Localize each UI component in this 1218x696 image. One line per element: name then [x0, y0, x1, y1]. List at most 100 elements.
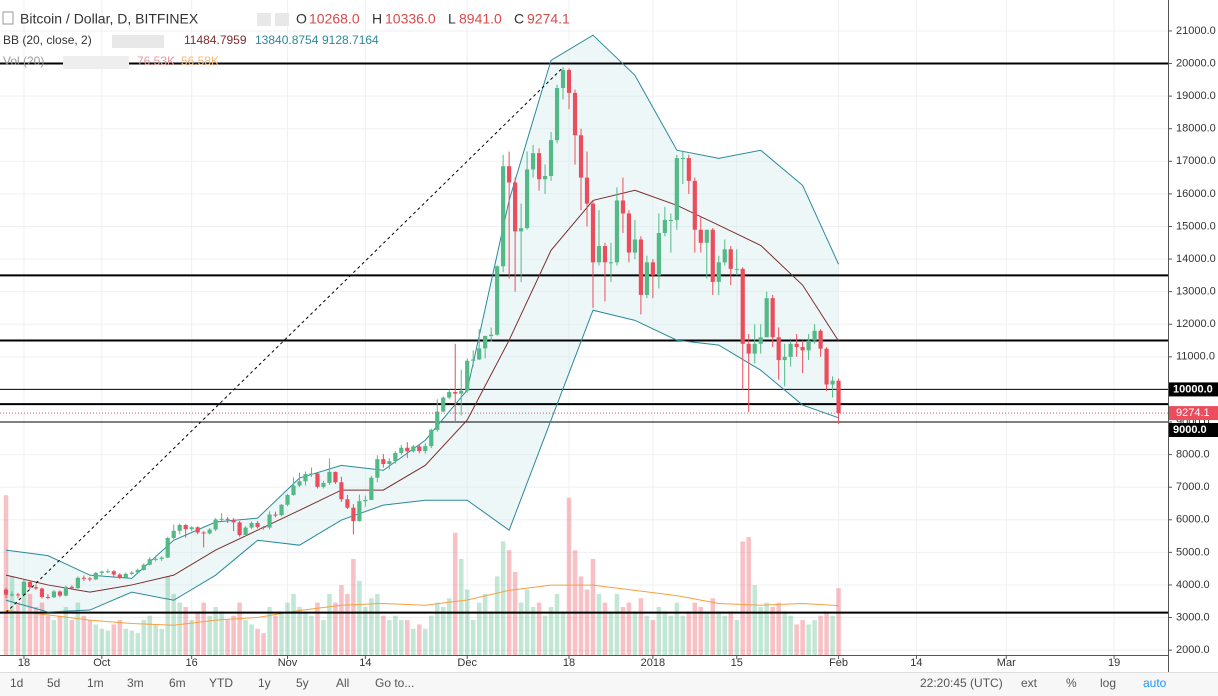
- volume-bar: [752, 585, 757, 655]
- range-button[interactable]: All: [336, 676, 349, 690]
- volume-bar: [536, 602, 542, 655]
- range-button[interactable]: 5d: [47, 676, 60, 690]
- volume-bar: [9, 576, 15, 655]
- y-tick-label: 8000.0: [1176, 448, 1210, 460]
- x-tick-label: 18: [18, 657, 30, 669]
- y-tick-label: 15000.0: [1176, 220, 1216, 232]
- option-button[interactable]: %: [1066, 676, 1077, 690]
- range-button[interactable]: 1m: [87, 676, 104, 690]
- ohlc-letter: O: [296, 11, 307, 27]
- volume-bar: [135, 633, 141, 655]
- candle-body: [614, 200, 620, 263]
- candle-body: [15, 594, 21, 596]
- ohlc-value: 8941.0: [459, 11, 502, 27]
- candle-body: [351, 507, 356, 522]
- volume-bar: [818, 615, 823, 655]
- candle-body: [836, 380, 841, 414]
- candle-body: [189, 527, 194, 530]
- range-button[interactable]: 6m: [169, 676, 186, 690]
- candle-body: [57, 591, 62, 596]
- candle-body: [135, 569, 140, 573]
- candle-body: [650, 262, 655, 276]
- volume-bar: [297, 606, 302, 655]
- volume-bar: [518, 602, 524, 655]
- volume-bar: [734, 620, 740, 655]
- range-button[interactable]: 1d: [10, 676, 23, 690]
- volume-bar: [452, 532, 458, 655]
- volume-bar: [321, 620, 326, 655]
- range-button[interactable]: 5y: [296, 676, 309, 690]
- candle-body: [477, 348, 482, 360]
- volume-bar: [153, 624, 159, 655]
- trend-line: [5, 67, 564, 613]
- volume-bar: [704, 611, 710, 655]
- volume-bar: [387, 620, 392, 655]
- collapse-icon[interactable]: [2, 11, 14, 25]
- bb-lower-value: 9128.7164: [322, 33, 379, 47]
- candle-body: [207, 529, 212, 534]
- x-tick-label: 14: [359, 657, 371, 669]
- volume-bar: [291, 593, 296, 655]
- volume-bar: [39, 602, 45, 655]
- x-tick-label: Dec: [457, 657, 477, 669]
- candle-body: [123, 573, 128, 578]
- volume-bar: [405, 620, 410, 655]
- volume-bar: [45, 615, 51, 655]
- candle-body: [369, 477, 374, 500]
- candle-body: [578, 135, 584, 178]
- volume-ma-line: [5, 584, 839, 626]
- volume-bar: [524, 589, 530, 655]
- volume-bar: [530, 606, 536, 655]
- candle-body: [513, 182, 518, 232]
- volume-bar: [273, 615, 278, 655]
- volume-bar: [195, 611, 200, 655]
- ohlc-letter: L: [448, 11, 456, 27]
- volume-bar: [327, 593, 332, 655]
- candle-body: [644, 262, 649, 295]
- candle-body: [231, 519, 236, 523]
- goto-button[interactable]: Go to...: [375, 676, 414, 690]
- candle-body: [626, 213, 632, 253]
- candle-body: [9, 594, 15, 596]
- icons[interactable]: [112, 35, 164, 48]
- volume-bar: [189, 620, 194, 655]
- option-button[interactable]: auto: [1143, 676, 1167, 690]
- volume-bar: [572, 550, 578, 655]
- icons[interactable]: [63, 56, 129, 69]
- volume-bar: [812, 620, 817, 655]
- candle-body: [686, 158, 691, 181]
- icon[interactable]: [257, 13, 271, 26]
- volume-bar: [680, 615, 686, 655]
- x-tick-label: Mar: [997, 657, 1016, 669]
- volume-bar: [213, 606, 218, 655]
- volume-bar: [81, 615, 87, 655]
- ohlc-value: 10336.0: [385, 11, 436, 27]
- candle-body: [321, 482, 326, 487]
- range-button[interactable]: 3m: [127, 676, 144, 690]
- volume-bar: [279, 611, 284, 655]
- candle-body: [21, 582, 27, 596]
- volume-bar: [117, 620, 123, 655]
- price-tag: [1169, 423, 1218, 438]
- volume-bar: [165, 576, 170, 655]
- volume-bar: [788, 615, 793, 655]
- option-button[interactable]: ext: [1021, 676, 1038, 690]
- price-tag: [1169, 382, 1218, 397]
- volume-bar: [656, 606, 662, 655]
- x-tick-label: 18: [563, 657, 575, 669]
- price-tag-label: 10000.0: [1173, 383, 1213, 395]
- candle-body: [752, 343, 757, 354]
- volume-bar: [225, 620, 230, 655]
- price-axis: [1168, 0, 1218, 672]
- vol-value: 76.53K: [137, 54, 175, 68]
- last-price-label: 9274.1: [1176, 407, 1210, 419]
- volume-bar: [285, 602, 290, 655]
- range-button[interactable]: YTD: [209, 676, 233, 690]
- icon[interactable]: [275, 13, 289, 26]
- last-price-tag: [1169, 406, 1218, 421]
- range-button[interactable]: 1y: [258, 676, 271, 690]
- vol-ma-value: 56.58K: [181, 54, 219, 68]
- y-tick-label: 12000.0: [1176, 318, 1216, 330]
- option-button[interactable]: log: [1100, 676, 1116, 690]
